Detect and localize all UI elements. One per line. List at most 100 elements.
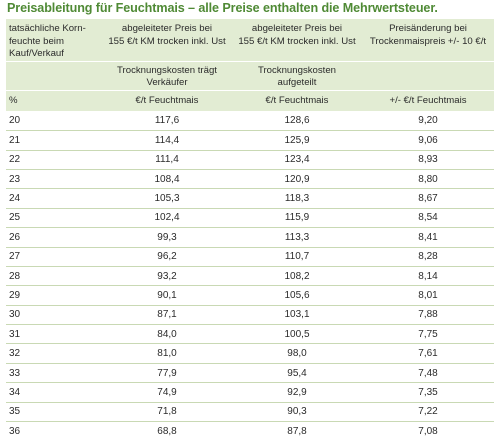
- header-empty: [6, 61, 102, 91]
- table-row: 36 68,8 87,8 7,08: [6, 422, 494, 441]
- cell-price-change: 7,35: [362, 382, 494, 403]
- cell-price-seller-drying: 77,9: [102, 363, 232, 384]
- cell-moisture: 31: [6, 324, 102, 345]
- cell-price-shared-drying: 113,3: [232, 227, 362, 248]
- cell-price-seller-drying: 68,8: [157, 425, 177, 437]
- table-row: 22 111,4 123,4 8,93: [6, 150, 494, 170]
- table-row: 28 93,2 108,2 8,14: [6, 266, 494, 287]
- cell-price-shared-drying: 105,6: [232, 285, 362, 306]
- header-line: Kauf/Verkauf: [9, 48, 64, 60]
- header-line: 155 €/t KM trocken inkl. Ust: [108, 35, 226, 47]
- cell-moisture: 24: [6, 188, 102, 209]
- cell-price-change: 9,06: [362, 130, 494, 151]
- cell-price-shared-drying: 90,3: [232, 402, 362, 423]
- table-row: 24 105,3 118,3 8,67: [6, 188, 494, 209]
- cell-price-change: 8,67: [362, 188, 494, 209]
- table-row: 27 96,2 110,7 8,28: [6, 247, 494, 267]
- cell-price-seller-drying: 105,3: [102, 188, 232, 209]
- table-row: 25 102,4 115,9 8,54: [6, 208, 494, 229]
- unit-eur-per-t: €/t Feuchtmais: [102, 90, 232, 112]
- cell-price-shared-drying: 95,4: [232, 363, 362, 384]
- cell-price-change: 7,61: [362, 343, 494, 364]
- cell-moisture: 20: [6, 111, 102, 132]
- cell-price-seller-drying: 74,9: [102, 382, 232, 403]
- cell-price-change: 8,54: [362, 208, 494, 229]
- cell-moisture: 22: [6, 150, 102, 170]
- header-row-1: tatsächliche Korn- feuchte beim Kauf/Ver…: [6, 19, 494, 62]
- table-row: 35 71,8 90,3 7,22: [6, 402, 494, 423]
- table-row: 29 90,1 105,6 8,01: [6, 285, 494, 306]
- cell-moisture: 30: [6, 305, 102, 326]
- cell-price-seller-drying: 84,0: [102, 324, 232, 345]
- cell-price-change: 7,75: [362, 324, 494, 345]
- cell-price-shared-drying: 115,9: [232, 208, 362, 229]
- cell-price-seller-drying: 108,4: [102, 169, 232, 190]
- cell-price-seller-drying: 71,8: [102, 402, 232, 423]
- cell-moisture: 33: [6, 363, 102, 384]
- header-derived-price-shared: abgeleiteter Preis bei 155 €/t KM trocke…: [232, 19, 362, 62]
- header-line: 155 €/t KM trocken inkl. Ust: [238, 35, 356, 47]
- header-line: aufgeteilt: [277, 76, 317, 88]
- cell-price-change: 8,41: [362, 227, 494, 248]
- cell-price-shared-drying: 118,3: [232, 188, 362, 209]
- header-grain-moisture: tatsächliche Korn- feuchte beim Kauf/Ver…: [6, 19, 102, 62]
- cell-moisture: 27: [6, 247, 102, 267]
- cell-price-shared-drying: 100,5: [232, 324, 362, 345]
- cell-moisture: 21: [6, 130, 102, 151]
- header-line: abgeleiteter Preis bei: [251, 23, 343, 34]
- table-row: 21 114,4 125,9 9,06: [6, 130, 494, 151]
- cell-price-seller-drying: 90,1: [102, 285, 232, 306]
- table-row: 34 74,9 92,9 7,35: [6, 382, 494, 403]
- cell-price-seller-drying: 87,1: [102, 305, 232, 326]
- cell-price-change: 8,14: [362, 266, 494, 287]
- table-row: 32 81,0 98,0 7,61: [6, 343, 494, 364]
- cell-price-shared-drying: 108,2: [232, 266, 362, 287]
- cell-price-shared-drying: 103,1: [232, 305, 362, 326]
- cell-price-shared-drying: 120,9: [232, 169, 362, 190]
- header-line: Trocknungskosten trägt: [117, 64, 217, 76]
- table-title: Preisableitung für Feuchtmais – alle Pre…: [7, 1, 438, 15]
- cell-price-change: 7,48: [362, 363, 494, 384]
- cell-moisture: 32: [6, 343, 102, 364]
- cell-price-change: 7,22: [362, 402, 494, 423]
- header-drying-costs-seller: Trocknungskosten trägt Verkäufer: [102, 61, 232, 91]
- cell-moisture: 34: [6, 382, 102, 403]
- cell-moisture: 35: [6, 402, 102, 423]
- cell-price-change: 8,28: [362, 247, 494, 267]
- unit-change-eur-per-t: +/- €/t Feuchtmais: [362, 90, 494, 112]
- cell-price-change: 8,01: [362, 285, 494, 306]
- cell-price-seller-drying: 102,4: [102, 208, 232, 229]
- header-derived-price-seller: abgeleiteter Preis bei 155 €/t KM trocke…: [102, 19, 232, 62]
- cell-moisture: 36: [9, 425, 21, 437]
- cell-moisture: 28: [6, 266, 102, 287]
- header-row-units: % €/t Feuchtmais €/t Feuchtmais +/- €/t …: [6, 90, 494, 112]
- table-row: 30 87,1 103,1 7,88: [6, 305, 494, 326]
- header-line: Verkäufer: [146, 76, 188, 88]
- unit-percent: %: [6, 90, 102, 112]
- header-row-2: Trocknungskosten trägt Verkäufer Trocknu…: [6, 61, 494, 91]
- cell-price-change: 7,08: [418, 425, 438, 437]
- cell-price-shared-drying: 87,8: [287, 425, 307, 437]
- header-drying-costs-shared: Trocknungskosten aufgeteilt: [232, 61, 362, 91]
- cell-price-shared-drying: 125,9: [232, 130, 362, 151]
- header-line: Preisänderung bei: [389, 23, 467, 34]
- table-header: tatsächliche Korn- feuchte beim Kauf/Ver…: [6, 19, 494, 112]
- cell-moisture: 23: [6, 169, 102, 190]
- cell-price-change: 8,80: [362, 169, 494, 190]
- table-row: 33 77,9 95,4 7,48: [6, 363, 494, 384]
- cell-price-seller-drying: 96,2: [102, 247, 232, 267]
- header-line: feuchte beim: [9, 35, 64, 47]
- cell-price-shared-drying: 128,6: [232, 111, 362, 132]
- cell-price-change: 7,88: [362, 305, 494, 326]
- table-body: 20 117,6 128,6 9,20 21 114,4 125,9 9,06 22 111,4 1…: [6, 111, 494, 441]
- cell-price-shared-drying: 110,7: [232, 247, 362, 267]
- page: Preisableitung für Feuchtmais – alle Pre…: [6, 1, 494, 437]
- table-row: 23 108,4 120,9 8,80: [6, 169, 494, 190]
- cell-moisture: 29: [6, 285, 102, 306]
- cell-price-shared-drying: 98,0: [232, 343, 362, 364]
- header-line: tatsächliche Korn-: [9, 23, 86, 34]
- cell-price-seller-drying: 114,4: [102, 130, 232, 151]
- table-row: 31 84,0 100,5 7,75: [6, 324, 494, 345]
- header-price-change: Preisänderung bei Trockenmaispreis +/- 1…: [362, 19, 494, 62]
- cell-price-seller-drying: 99,3: [102, 227, 232, 248]
